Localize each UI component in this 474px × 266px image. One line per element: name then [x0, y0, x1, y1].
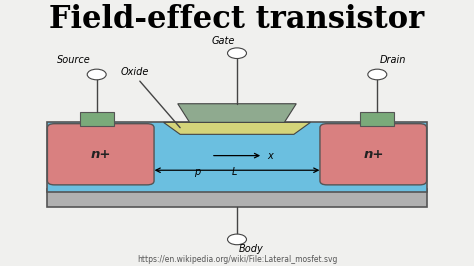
- Bar: [360, 112, 394, 126]
- FancyBboxPatch shape: [47, 124, 154, 185]
- Circle shape: [87, 69, 106, 80]
- Circle shape: [368, 69, 387, 80]
- Text: https://en.wikipedia.org/wiki/File:Lateral_mosfet.svg: https://en.wikipedia.org/wiki/File:Later…: [137, 255, 337, 264]
- Bar: [80, 112, 114, 126]
- Text: Drain: Drain: [380, 55, 407, 65]
- Text: p: p: [193, 167, 200, 177]
- Text: x: x: [267, 151, 273, 161]
- Text: Source: Source: [56, 55, 91, 65]
- Text: n+: n+: [363, 148, 384, 161]
- Text: n+: n+: [91, 148, 111, 161]
- Bar: [47, 189, 427, 207]
- FancyBboxPatch shape: [320, 124, 427, 185]
- Polygon shape: [178, 104, 296, 122]
- Text: Oxide: Oxide: [121, 67, 149, 77]
- Text: Body: Body: [239, 244, 264, 254]
- Polygon shape: [164, 122, 310, 134]
- Bar: [47, 122, 427, 192]
- Text: Gate: Gate: [211, 36, 235, 46]
- Circle shape: [228, 234, 246, 245]
- Circle shape: [228, 48, 246, 59]
- Text: Field-effect transistor: Field-effect transistor: [49, 5, 425, 35]
- Text: L: L: [232, 167, 237, 177]
